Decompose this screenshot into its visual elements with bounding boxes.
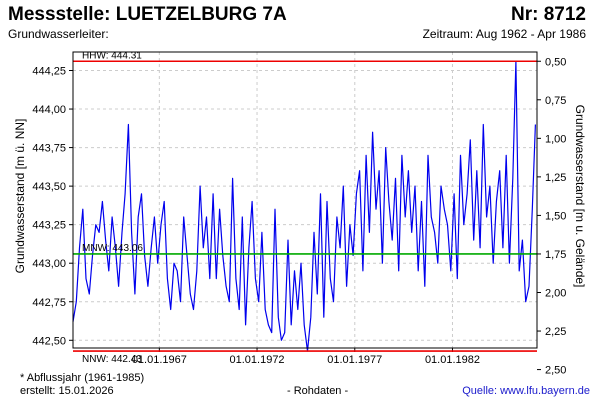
period-label: Zeitraum: Aug 1962 - Apr 1986	[422, 27, 586, 41]
x-tick-label: 01.01.1967	[132, 354, 187, 366]
plot-area	[73, 52, 537, 348]
right-tick-label: 1,00	[545, 133, 566, 145]
raw-data-label: - Rohdaten -	[287, 385, 349, 397]
y-tick-label: 442,50	[32, 335, 66, 347]
right-tick-label: 2,25	[545, 326, 566, 338]
right-tick-label: 1,25	[545, 172, 566, 184]
y-tick-label: 444,25	[32, 66, 66, 78]
footnote: * Abflussjahr (1961-1985)	[20, 372, 145, 384]
hhw-label: HHW: 444.31	[82, 50, 142, 61]
right-tick-label: 1,50	[545, 210, 566, 222]
y-tick-label: 443,75	[32, 143, 66, 155]
y-tick-label: 443,00	[32, 258, 66, 270]
right-tick-label: 0,75	[545, 95, 566, 107]
y-tick-label: 443,50	[32, 181, 66, 193]
aquifer-label: Grundwasserleiter:	[8, 27, 109, 41]
right-tick-label: 0,50	[545, 56, 566, 68]
y-tick-label: 442,75	[32, 297, 66, 309]
mnw-label: MNW: 443.06	[82, 243, 143, 254]
right-tick-label: 2,50	[545, 365, 566, 377]
station-number: Nr: 8712	[511, 4, 586, 25]
source-link[interactable]: Quelle: www.lfu.bayern.de	[462, 385, 590, 397]
x-tick-label: 01.01.1982	[425, 354, 480, 366]
groundwater-level-series	[72, 60, 536, 352]
x-tick-label: 01.01.1977	[327, 354, 382, 366]
y-tick-label: 443,25	[32, 220, 66, 232]
right-tick-label: 2,00	[545, 288, 566, 300]
y-tick-label: 444,00	[32, 104, 66, 116]
page-title: Messstelle: LUETZELBURG 7A	[8, 4, 287, 25]
right-tick-label: 1,75	[545, 249, 566, 261]
x-tick-label: 01.01.1972	[230, 354, 285, 366]
plot-frame	[72, 51, 538, 349]
nnw-label: NNW: 442.43	[82, 354, 142, 365]
created-date: erstellt: 15.01.2026	[20, 385, 114, 397]
